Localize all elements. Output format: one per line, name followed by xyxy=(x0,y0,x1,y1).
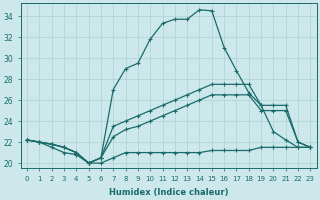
X-axis label: Humidex (Indice chaleur): Humidex (Indice chaleur) xyxy=(109,188,228,197)
